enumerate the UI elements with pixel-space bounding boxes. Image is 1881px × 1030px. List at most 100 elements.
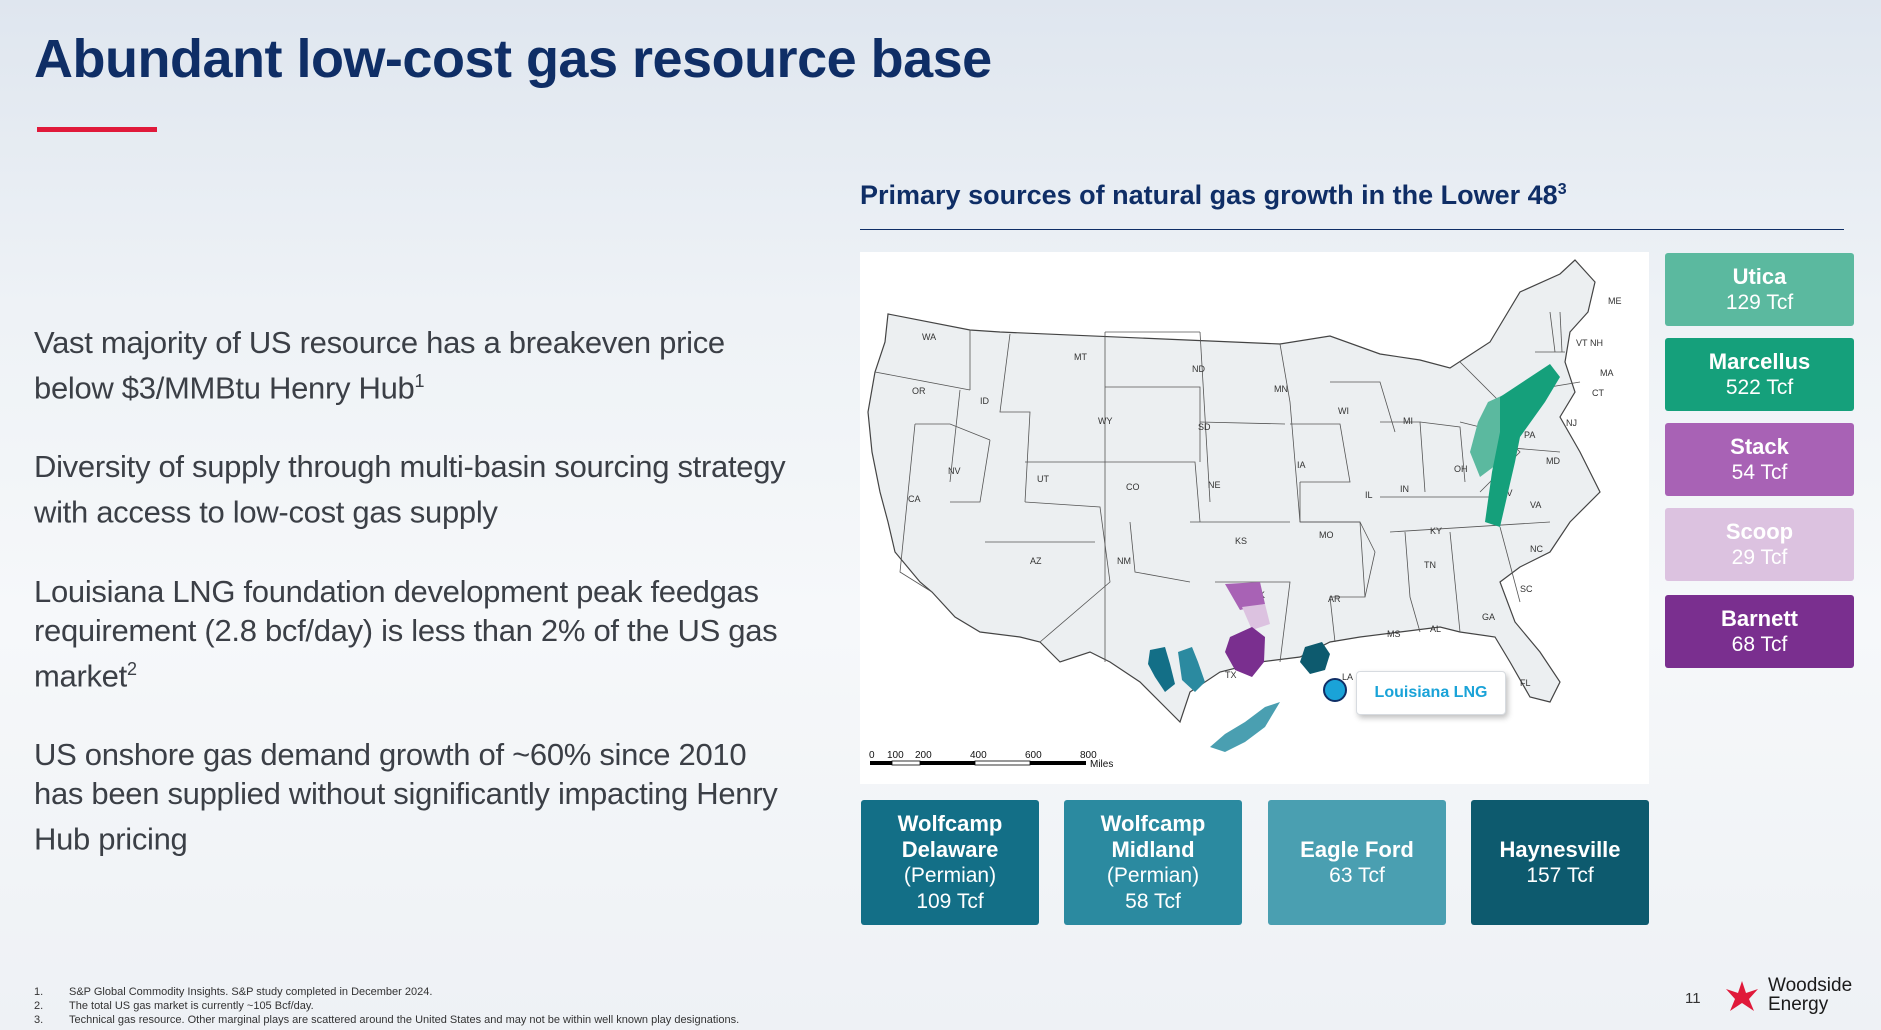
basin-scoop bbox=[1242, 604, 1270, 630]
tile-barnett-name: Barnett bbox=[1720, 605, 1798, 631]
footnotes: 1. S&P Global Commodity Insights. S&P stu… bbox=[34, 985, 739, 1027]
scale-tick-400: 400 bbox=[970, 750, 987, 761]
state-label-ma: MA bbox=[1600, 368, 1614, 378]
tile-haynesville: Haynesville 157 Tcf bbox=[1471, 800, 1649, 925]
state-label-ga: GA bbox=[1482, 612, 1495, 622]
tile-barnett: Barnett 68 Tcf bbox=[1665, 595, 1854, 668]
tile-utica-value: 129 Tcf bbox=[1725, 290, 1794, 314]
footnote-3: 3. Technical gas resource. Other marginal… bbox=[34, 1014, 740, 1026]
bullet-diversity: Diversity of supply through multi-basin … bbox=[34, 449, 786, 530]
state-label-in: IN bbox=[1400, 484, 1409, 494]
tile-wolfcamp-delaware-name: Wolfcamp Delaware bbox=[897, 810, 1003, 862]
state-label-ar: AR bbox=[1328, 594, 1341, 604]
state-label-nc: NC bbox=[1530, 544, 1543, 554]
heading-rule bbox=[860, 229, 1844, 230]
tile-stack-value: 54 Tcf bbox=[1731, 460, 1788, 484]
state-label-id: ID bbox=[980, 396, 990, 406]
tile-eagle-ford-name: Eagle Ford bbox=[1300, 836, 1414, 862]
state-label-ks: KS bbox=[1235, 536, 1247, 546]
scale-unit: Miles bbox=[1090, 759, 1113, 770]
tile-scoop-name: Scoop bbox=[1725, 518, 1794, 544]
state-label-va: VA bbox=[1530, 500, 1541, 510]
state-label-vt: VT bbox=[1576, 338, 1588, 348]
louisiana-lng-callout: Louisiana LNG bbox=[1356, 671, 1506, 715]
basin-wolfcamp-delaware bbox=[1148, 647, 1175, 692]
lng-marker bbox=[1323, 678, 1347, 702]
title-accent-line bbox=[37, 127, 157, 132]
us-map: WA OR CA NV ID MT WY UT AZ CO NM ND SD N… bbox=[867, 259, 1622, 770]
state-label-nj: NJ bbox=[1566, 418, 1577, 428]
tile-utica-name: Utica bbox=[1732, 263, 1787, 289]
basin-eagle-ford bbox=[1210, 702, 1280, 752]
tile-marcellus-value: 522 Tcf bbox=[1725, 375, 1794, 399]
state-label-md: MD bbox=[1546, 456, 1560, 466]
state-label-ia: IA bbox=[1297, 460, 1306, 470]
scale-tick-600: 600 bbox=[1025, 750, 1042, 761]
state-label-oh: OH bbox=[1454, 464, 1468, 474]
us-map-panel: WA OR CA NV ID MT WY UT AZ CO NM ND SD N… bbox=[860, 252, 1649, 784]
footnote-1: 1. S&P Global Commodity Insights. S&P stu… bbox=[34, 986, 433, 998]
scale-bar: 0 100 200 400 600 800 Miles bbox=[869, 750, 1113, 770]
bullet-breakeven: Vast majority of US resource has a break… bbox=[34, 325, 725, 406]
state-label-mi: MI bbox=[1403, 416, 1413, 426]
bullet-list: Vast majority of US resource has a break… bbox=[34, 323, 794, 898]
state-label-pa: PA bbox=[1524, 430, 1535, 440]
state-label-mo: MO bbox=[1319, 530, 1334, 540]
tile-stack-name: Stack bbox=[1730, 433, 1789, 459]
tile-eagle-ford: Eagle Ford 63 Tcf bbox=[1268, 800, 1446, 925]
tile-wolfcamp-delaware-value: 109 Tcf bbox=[916, 889, 984, 913]
state-label-mt: MT bbox=[1074, 352, 1087, 362]
basin-wolfcamp-midland bbox=[1178, 647, 1205, 692]
basin-stack bbox=[1225, 582, 1265, 610]
state-label-nd: ND bbox=[1192, 364, 1205, 374]
state-label-il: IL bbox=[1365, 490, 1373, 500]
scale-tick-800: 800 bbox=[1080, 750, 1097, 761]
state-label-tn: TN bbox=[1424, 560, 1436, 570]
tile-wolfcamp-midland: Wolfcamp Midland (Permian) 58 Tcf bbox=[1064, 800, 1242, 925]
tile-eagle-ford-value: 63 Tcf bbox=[1329, 863, 1385, 887]
basin-barnett bbox=[1225, 627, 1265, 677]
state-label-wa: WA bbox=[922, 332, 936, 342]
state-label-fl: FL bbox=[1520, 678, 1531, 688]
basin-marcellus bbox=[1485, 364, 1560, 527]
page-number: 11 bbox=[1685, 990, 1701, 1007]
logo-line-2: Energy bbox=[1768, 994, 1829, 1015]
tile-wolfcamp-delaware-sub: (Permian) bbox=[903, 863, 997, 887]
tile-marcellus: Marcellus 522 Tcf bbox=[1665, 338, 1854, 411]
state-label-wi: WI bbox=[1338, 406, 1349, 416]
basin-haynesville bbox=[1300, 642, 1330, 674]
tile-barnett-value: 68 Tcf bbox=[1731, 632, 1788, 656]
state-label-co: CO bbox=[1126, 482, 1140, 492]
us-outline bbox=[867, 259, 1601, 724]
state-label-az: AZ bbox=[1030, 556, 1042, 566]
scale-tick-100: 100 bbox=[887, 750, 904, 761]
scale-tick-200: 200 bbox=[915, 750, 932, 761]
tile-scoop-value: 29 Tcf bbox=[1731, 545, 1788, 569]
state-label-ne: NE bbox=[1208, 480, 1221, 490]
state-label-al: AL bbox=[1430, 624, 1441, 634]
state-label-ca: CA bbox=[908, 494, 921, 504]
state-label-la: LA bbox=[1342, 672, 1353, 682]
state-label-wy: WY bbox=[1098, 416, 1113, 426]
state-label-ms: MS bbox=[1387, 629, 1401, 639]
bullet-demand-growth: US onshore gas demand growth of ~60% sin… bbox=[34, 736, 778, 857]
tile-scoop: Scoop 29 Tcf bbox=[1665, 508, 1854, 581]
bullet-lng-feedgas: Louisiana LNG foundation development pea… bbox=[34, 573, 778, 693]
footnote-2: 2. The total US gas market is currently ~… bbox=[34, 1000, 314, 1012]
state-label-tx: TX bbox=[1225, 670, 1237, 680]
tile-wolfcamp-midland-sub: (Permian) bbox=[1106, 863, 1200, 887]
page-title: Abundant low-cost gas resource base bbox=[34, 29, 992, 89]
state-label-ct: CT bbox=[1592, 388, 1604, 398]
tile-wolfcamp-delaware: Wolfcamp Delaware (Permian) 109 Tcf bbox=[861, 800, 1039, 925]
tile-marcellus-name: Marcellus bbox=[1708, 348, 1811, 374]
woodside-logo-icon bbox=[1726, 981, 1758, 1011]
map-heading: Primary sources of natural gas growth in… bbox=[860, 180, 1567, 210]
state-label-nm: NM bbox=[1117, 556, 1131, 566]
state-label-mn: MN bbox=[1274, 384, 1288, 394]
tile-haynesville-value: 157 Tcf bbox=[1526, 863, 1594, 887]
state-label-ut: UT bbox=[1037, 474, 1049, 484]
state-label-or: OR bbox=[912, 386, 926, 396]
scale-tick-0: 0 bbox=[869, 750, 875, 761]
state-label-sc: SC bbox=[1520, 584, 1533, 594]
state-label-ky: KY bbox=[1430, 526, 1442, 536]
